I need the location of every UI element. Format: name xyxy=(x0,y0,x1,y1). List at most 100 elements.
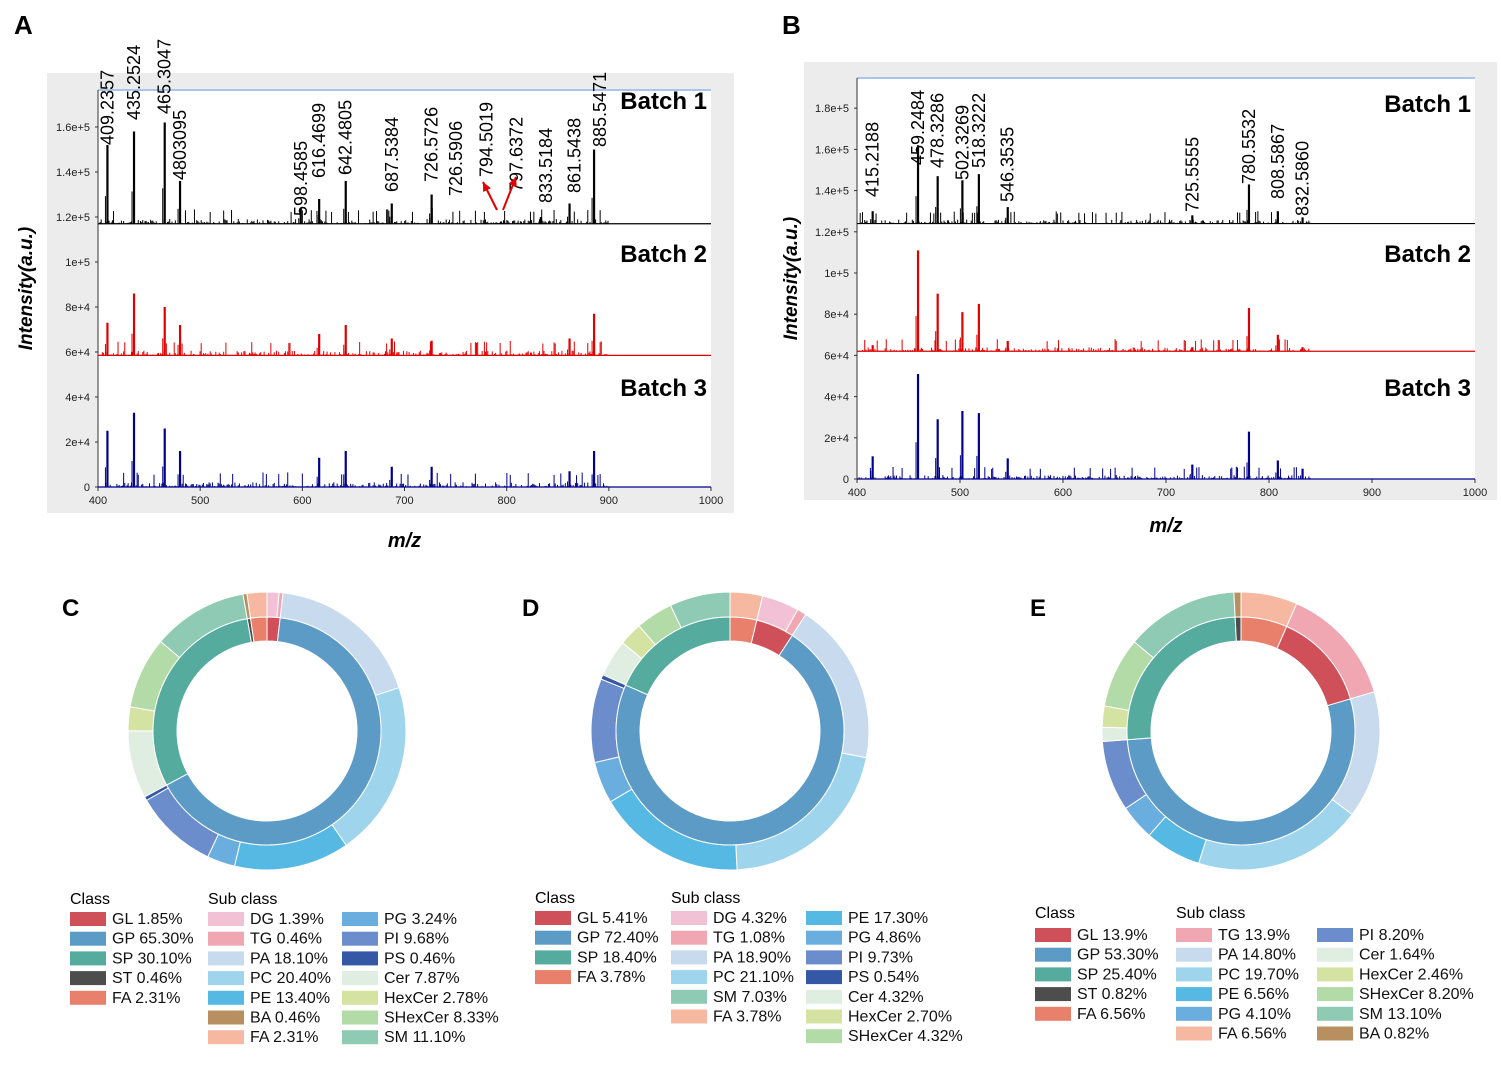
legend-class-swatch xyxy=(70,971,106,986)
legend-subclass-label: PG 4.86% xyxy=(848,930,921,947)
legend-class-label: SP 25.40% xyxy=(1077,966,1157,983)
x-axis-title: m/z xyxy=(1149,515,1182,537)
legend-class-swatch xyxy=(1035,928,1071,942)
peak-label: 832.5860 xyxy=(1293,141,1313,216)
legend-subclass-label: BA 0.46% xyxy=(250,1010,320,1027)
legend-subclass-header: Sub class xyxy=(671,890,740,907)
legend-subclass-swatch xyxy=(208,971,244,986)
legend-subclass-swatch xyxy=(342,971,378,986)
series-batch-3 xyxy=(98,412,711,488)
panel-label-b: B xyxy=(782,10,801,40)
legend-class-swatch xyxy=(70,951,106,966)
batch-label: Batch 3 xyxy=(620,375,707,402)
x-tick-label: 600 xyxy=(1054,487,1072,499)
legend-subclass-swatch xyxy=(1317,947,1353,962)
legend-class-swatch xyxy=(70,931,106,946)
x-tick-label: 500 xyxy=(191,495,209,507)
legend-subclass-label: PC 20.40% xyxy=(250,970,331,987)
y-axis-title: Intensity(a.u.) xyxy=(781,217,802,341)
peak-label: 861.5438 xyxy=(565,118,585,193)
y-tick-label: 4e+4 xyxy=(824,392,849,404)
panel-label-d: D xyxy=(522,595,539,622)
peak-label: 459.2484 xyxy=(908,90,928,165)
legend-subclass-swatch xyxy=(671,970,707,985)
legend-subclass-label: SHexCer 8.33% xyxy=(384,1010,499,1027)
y-tick-label: 0 xyxy=(843,474,849,486)
x-tick-label: 600 xyxy=(293,495,311,507)
legend-subclass-swatch xyxy=(671,911,707,925)
donut-chart-c xyxy=(127,591,407,871)
legend-subclass-swatch xyxy=(1317,987,1353,1002)
peak-label: 833.5184 xyxy=(536,128,556,203)
peak-label: 780.5532 xyxy=(1239,109,1259,184)
y-tick-label: 8e+4 xyxy=(824,309,849,321)
y-tick-label: 6e+4 xyxy=(824,350,849,362)
arrow-head xyxy=(483,182,491,192)
legend-class-label: SP 18.40% xyxy=(577,949,657,966)
legend-subclass-swatch xyxy=(208,1010,244,1025)
legend-subclass-label: PS 0.54% xyxy=(848,969,919,986)
y-tick-label: 1.2e+5 xyxy=(56,212,90,224)
peak-label: 465.3047 xyxy=(155,39,175,114)
legend-class-swatch xyxy=(1035,967,1071,982)
x-tick-label: 900 xyxy=(1363,487,1381,499)
legend-class-swatch xyxy=(535,930,571,945)
peak-label: 642.4805 xyxy=(336,100,356,175)
x-tick-label: 800 xyxy=(497,495,515,507)
legend-class-swatch xyxy=(535,911,571,925)
y-tick-label: 1e+5 xyxy=(65,257,90,269)
legend-subclass-label: PC 21.10% xyxy=(713,969,794,986)
x-tick-label: 1000 xyxy=(1463,487,1487,499)
batch-label: Batch 2 xyxy=(1384,241,1471,268)
y-tick-label: 1.2e+5 xyxy=(815,227,849,239)
legend-subclass-swatch xyxy=(1176,928,1212,942)
legend-subclass-swatch xyxy=(1176,967,1212,982)
legend-subclass-label: TG 13.9% xyxy=(1218,927,1290,944)
legend-subclass-label: PC 19.70% xyxy=(1218,966,1299,983)
legend-subclass-label: SM 7.03% xyxy=(713,989,787,1006)
y-tick-label: 1.4e+5 xyxy=(56,167,90,179)
legend-subclass-label: SHexCer 8.20% xyxy=(1359,986,1474,1003)
peak-label: 726.5726 xyxy=(422,107,442,182)
legend-subclass-label: TG 1.08% xyxy=(713,930,785,947)
class-slice-fa xyxy=(249,616,268,643)
legend-subclass-label: Cer 7.87% xyxy=(384,970,460,987)
peak-label: 502.3269 xyxy=(952,105,972,180)
y-axis-title: Intensity(a.u.) xyxy=(16,227,37,351)
peak-label: 409.2357 xyxy=(97,70,117,145)
peak-label: 797.6372 xyxy=(506,117,526,192)
peak-label: 687.5384 xyxy=(382,117,402,192)
peak-label: 726.5906 xyxy=(446,121,466,196)
legend-subclass-label: SM 13.10% xyxy=(1359,1006,1442,1023)
legend-class-label: GP 72.40% xyxy=(577,930,659,947)
legend-subclass-label: PG 3.24% xyxy=(384,911,457,928)
batch-label: Batch 3 xyxy=(1384,375,1471,402)
y-tick-label: 2e+4 xyxy=(824,433,849,445)
peak-label: 885.5471 xyxy=(590,72,610,147)
legend-subclass-label: PA 18.10% xyxy=(250,950,328,967)
subclass-slice-cer xyxy=(1101,726,1128,743)
panel-label-c: C xyxy=(62,595,79,622)
legend-subclass-label: PA 14.80% xyxy=(1218,947,1296,964)
subclass-slice-fa xyxy=(246,591,268,619)
legend-subclass-swatch xyxy=(671,930,707,945)
legend-subclass-swatch xyxy=(806,1009,842,1024)
legend-subclass-label: Cer 4.32% xyxy=(848,989,924,1006)
legend-class-swatch xyxy=(70,990,106,1005)
legend-subclass-label: PG 4.10% xyxy=(1218,1006,1291,1023)
legend-subclass-label: SM 11.10% xyxy=(384,1029,466,1046)
batch-label: Batch 2 xyxy=(620,241,707,268)
legend-subclass-label: BA 0.82% xyxy=(1359,1026,1429,1043)
x-tick-label: 1000 xyxy=(699,495,723,507)
legend-subclass-label: PE 13.40% xyxy=(250,990,330,1007)
y-tick-label: 0 xyxy=(84,482,90,494)
legend-class-label: FA 2.31% xyxy=(112,990,181,1007)
legend-class-swatch xyxy=(70,912,106,926)
y-tick-label: 4e+4 xyxy=(65,392,90,404)
legend-c: Class Sub class GL 1.85% GP 65.30% SP 30.10%… xyxy=(70,891,499,1046)
legend-class-label: ST 0.82% xyxy=(1077,986,1147,1003)
x-tick-label: 500 xyxy=(951,487,969,499)
legend-subclass-label: SHexCer 4.32% xyxy=(848,1028,963,1045)
legend-subclass-swatch xyxy=(806,911,842,925)
legend-subclass-swatch xyxy=(342,1010,378,1025)
